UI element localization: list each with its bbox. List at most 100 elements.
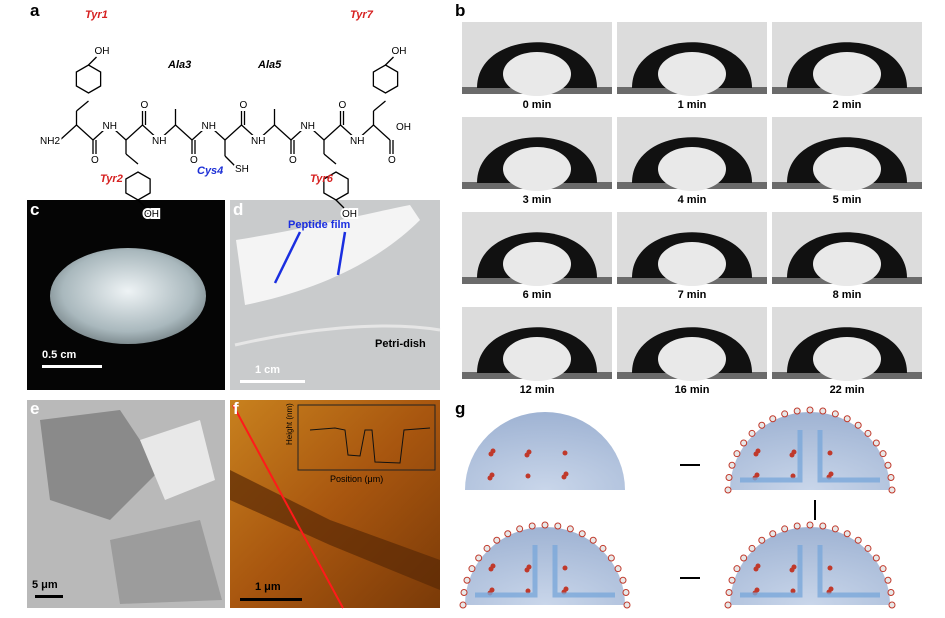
peptide-molecule xyxy=(490,448,496,454)
flow-arrow xyxy=(740,430,803,483)
surface-molecule xyxy=(831,410,839,418)
peptide-molecule xyxy=(562,450,568,456)
surface-molecule xyxy=(793,407,801,415)
surface-molecule xyxy=(758,536,766,544)
surface-molecule xyxy=(459,601,467,609)
time-label: 6 min xyxy=(523,289,552,301)
time-label: 0 min xyxy=(523,99,552,111)
surface-molecule xyxy=(475,554,483,562)
droplet-highlight xyxy=(658,147,726,191)
atom-label: O xyxy=(91,155,99,166)
peptide-molecule xyxy=(790,588,796,594)
atom-label: NH xyxy=(103,121,117,132)
time-label: 1 min xyxy=(678,99,707,111)
bond xyxy=(125,153,139,165)
residue-label: Ala5 xyxy=(257,59,282,71)
surface-molecule xyxy=(843,530,851,538)
surface-molecule xyxy=(724,601,732,609)
surface-molecule xyxy=(864,544,872,552)
time-label: 16 min xyxy=(675,384,710,396)
scale-bar-label: 0.5 cm xyxy=(42,349,76,361)
bond xyxy=(224,155,236,167)
peptide-molecule xyxy=(790,473,796,479)
surface-molecule xyxy=(728,576,736,584)
atom-label: O xyxy=(289,155,297,166)
droplet-schematic xyxy=(465,412,625,490)
scale-bar-label: 1 cm xyxy=(255,364,280,376)
flow-arrow xyxy=(817,430,880,483)
atom-label: NH xyxy=(202,121,216,132)
scale-bar xyxy=(240,598,302,601)
droplet-schematic xyxy=(730,412,890,490)
surface-molecule xyxy=(463,576,471,584)
time-label: 2 min xyxy=(833,99,862,111)
atom-label: OH xyxy=(396,122,411,133)
peptide-molecule xyxy=(526,449,532,455)
atom-label: O xyxy=(240,100,248,111)
flow-arrow xyxy=(552,545,615,598)
droplet-highlight xyxy=(658,52,726,96)
droplet-highlight xyxy=(503,337,571,381)
droplet-schematic xyxy=(730,527,890,605)
panel-label: d xyxy=(233,200,243,219)
height-profile xyxy=(309,427,431,464)
flow-arrow xyxy=(740,545,803,598)
peptide-molecule xyxy=(754,472,760,478)
time-label: 4 min xyxy=(678,194,707,206)
surface-molecule xyxy=(483,544,491,552)
atom-label: NH2 xyxy=(40,136,60,147)
surface-molecule xyxy=(740,554,748,562)
droplet-highlight xyxy=(503,242,571,286)
peptide-molecule xyxy=(526,564,532,570)
panel-label: a xyxy=(30,1,40,20)
surface-molecule xyxy=(819,522,827,530)
annotation-arrow xyxy=(273,231,302,284)
flow-arrow xyxy=(475,545,538,598)
surface-molecule xyxy=(864,429,872,437)
droplet-highlight xyxy=(813,337,881,381)
panel-label: c xyxy=(30,200,39,219)
surface-molecule xyxy=(724,486,732,494)
atom-label: O xyxy=(141,100,149,111)
surface-molecule xyxy=(748,429,756,437)
surface-molecule xyxy=(854,421,862,429)
surface-molecule xyxy=(589,536,597,544)
surface-molecule xyxy=(872,554,880,562)
panel-label: b xyxy=(455,1,465,20)
surface-molecule xyxy=(623,601,631,609)
inset-frame xyxy=(297,404,436,471)
surface-molecule xyxy=(733,565,741,573)
residue-label: Tyr7 xyxy=(350,9,374,21)
peptide-molecule xyxy=(754,587,760,593)
surface-molecule xyxy=(887,473,895,481)
panel-label: e xyxy=(30,399,39,418)
surface-molecule xyxy=(781,525,789,533)
surface-molecule xyxy=(504,530,512,538)
scale-bar xyxy=(35,595,63,598)
peptide-molecule xyxy=(755,563,761,569)
inset-axis-label: Position (μm) xyxy=(330,474,383,484)
droplet-highlight xyxy=(813,52,881,96)
atom-label: OH xyxy=(144,209,159,220)
peptide-molecule xyxy=(489,587,495,593)
surface-molecule xyxy=(769,415,777,423)
surface-molecule xyxy=(566,525,574,533)
scale-bar-label: 5 μm xyxy=(32,579,58,591)
time-label: 22 min xyxy=(830,384,865,396)
peptide-molecule xyxy=(490,563,496,569)
sem-flake xyxy=(110,520,222,604)
inset-axis-label: Height (nm) xyxy=(285,403,294,445)
surface-molecule xyxy=(884,461,892,469)
residue-label: Tyr1 xyxy=(85,9,108,21)
surface-molecule xyxy=(872,439,880,447)
surface-molecule xyxy=(879,565,887,573)
surface-molecule xyxy=(758,421,766,429)
atom-label: OH xyxy=(392,46,407,57)
caption: Petri-dish xyxy=(375,338,426,350)
annotation-arrow xyxy=(336,231,347,276)
surface-molecule xyxy=(554,522,562,530)
panel-label: f xyxy=(233,399,239,418)
bond xyxy=(335,199,345,209)
peptide-molecule xyxy=(525,588,531,594)
surface-molecule xyxy=(622,588,630,596)
